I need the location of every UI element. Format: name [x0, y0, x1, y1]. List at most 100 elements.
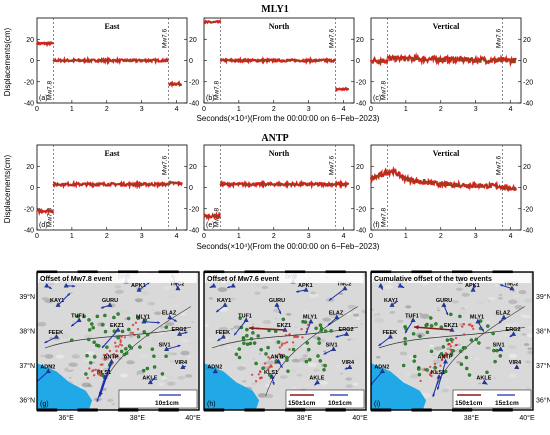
y-tick-label: -40: [24, 101, 34, 108]
trace-core-1: [220, 58, 336, 63]
terrain-shade: [89, 394, 96, 398]
terrain-shade: [341, 310, 348, 314]
gnss-site: [449, 337, 453, 342]
gnss-site: [486, 324, 490, 328]
y-tick-label: -40: [24, 228, 34, 235]
x-tick-label: 1: [70, 106, 74, 113]
terrain-shade: [251, 382, 258, 386]
arrow-head: [296, 290, 299, 293]
gnss-site: [142, 330, 146, 334]
terrain-shade: [488, 296, 496, 301]
terrain-shade: [347, 304, 357, 310]
station-label: ADN2: [374, 364, 389, 370]
map-panels: BOG1GEM1KAY1DIY2APK1TNC2GURUTUF1ELAZMLY1…: [19, 270, 550, 422]
y-tick-label: -20: [189, 79, 199, 86]
terrain-shade: [313, 368, 320, 372]
gnss-site: [256, 334, 260, 338]
gnss-site: [95, 314, 100, 319]
aftershock: [294, 335, 298, 338]
gnss-site: [498, 354, 503, 358]
aftershock: [429, 365, 432, 369]
terrain-shade: [320, 381, 328, 385]
terrain-shade: [451, 346, 456, 348]
gnss-site: [82, 314, 86, 319]
panel-title: North: [269, 22, 290, 31]
aftershock: [92, 369, 95, 372]
frame-tick: [158, 408, 179, 412]
x-tick-label: 4: [509, 106, 513, 113]
gnss-site: [403, 336, 407, 341]
terrain-shade: [134, 298, 143, 303]
gnss-site: [286, 369, 290, 373]
gnss-site: [120, 329, 125, 334]
aftershock: [447, 342, 450, 346]
lon-label: 36°E: [59, 414, 75, 422]
station-label: SIV1: [493, 342, 505, 348]
trace-core-2: [335, 181, 349, 187]
x-tick-label: 2: [105, 106, 109, 113]
terrain-shade: [311, 375, 319, 379]
terrain-shade: [322, 317, 331, 322]
station-label: ELAZ: [329, 311, 344, 317]
y-tick-label: -20: [523, 206, 533, 213]
arrow-head: [499, 348, 503, 352]
gnss-site: [87, 328, 92, 332]
gnss-site: [413, 354, 417, 359]
displacement-arrow: [437, 361, 446, 390]
station-marker: [115, 327, 121, 332]
terrain-shade: [374, 317, 385, 323]
terrain-shade: [158, 383, 165, 386]
x-tick-label: 2: [272, 106, 276, 113]
aftershock: [462, 322, 465, 326]
station-label: TNC2: [170, 282, 184, 288]
map-area: BOG1GEM1KAY1DIY2APK1TNC2GURUTUF1ELAZMLY1…: [204, 272, 366, 410]
station-label: ADN2: [207, 364, 222, 370]
y-tick-label: 20: [189, 37, 197, 44]
gnss-site: [127, 344, 132, 348]
gnss-site: [136, 334, 141, 339]
frame-tick: [411, 270, 432, 274]
aftershock: [257, 373, 261, 376]
terrain-shade: [323, 350, 327, 353]
gnss-site: [90, 322, 94, 326]
displacement-arrow: [98, 361, 113, 397]
lon-label: 40°E: [519, 414, 535, 422]
gnss-site: [425, 330, 430, 335]
terrain-shade: [514, 305, 523, 310]
gnss-site: [492, 348, 496, 353]
terrain-shade: [274, 318, 278, 320]
panel-title: North: [269, 149, 290, 158]
arrow-head: [182, 365, 186, 369]
terrain-shade: [285, 313, 292, 316]
aftershock: [254, 380, 258, 383]
terrain-shade: [186, 355, 192, 358]
aftershock: [467, 323, 471, 326]
gnss-site: [100, 323, 105, 327]
arrow-head: [184, 331, 188, 334]
aftershock: [288, 333, 291, 336]
terrain-shade: [185, 310, 189, 313]
scale-legend: 10±1cm: [118, 389, 198, 409]
y-tick-label: -20: [24, 79, 34, 86]
arrow-head: [499, 284, 503, 287]
gnss-site: [424, 323, 428, 328]
trace-core-0: [36, 209, 54, 214]
gnss-site: [126, 316, 131, 321]
y-tick-label: -40: [356, 228, 366, 235]
frame-tick: [37, 408, 58, 412]
terrain-shade: [252, 323, 255, 325]
gnss-site: [245, 342, 250, 346]
gnss-site: [254, 361, 258, 366]
displacement-arrow: [37, 371, 49, 383]
gnss-site: [434, 322, 438, 326]
terrain-shade: [60, 292, 64, 294]
arrow-head: [102, 345, 105, 348]
terrain-shade: [476, 300, 485, 305]
station-label: EKZ1: [277, 323, 291, 329]
terrain-shade: [68, 362, 78, 368]
terrain-shade: [502, 333, 509, 336]
gnss-site: [291, 347, 296, 352]
terrain-shade: [49, 337, 53, 339]
displacement-arrow: [328, 288, 346, 302]
aftershock: [86, 376, 89, 380]
